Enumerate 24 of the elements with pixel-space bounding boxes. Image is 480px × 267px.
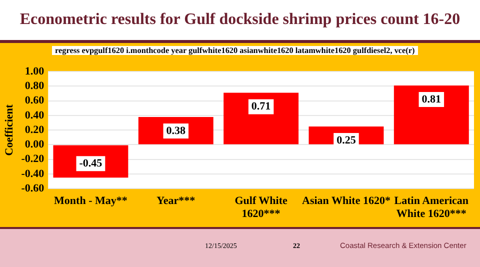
y-tick-label: 1.00 [24,65,45,78]
y-tick-label: 0.80 [24,80,45,92]
y-tick-label: -0.40 [21,168,45,180]
chart-subtitle: regress evpgulf1620 i.monthcode year gulfwhite1620 asianwhite1620 latamwhite1620 gulfdiesel2, vce(r) [52,46,418,55]
x-tick-label: Gulf White 1620*** [234,195,288,220]
y-tick-label: 0.00 [24,138,45,151]
data-label: 0.25 [336,134,356,146]
data-label: 0.38 [166,124,186,137]
data-label: 0.71 [251,100,271,113]
x-tick-label: Year*** [156,195,196,208]
y-tick-label: 0.40 [24,109,45,122]
x-tick-label: Asian White 1620* [302,195,391,208]
data-label: 0.81 [422,93,442,106]
y-tick-label: 0.20 [24,124,45,136]
y-tick-label: -0.20 [21,153,45,166]
bar [224,92,299,144]
x-tick-label: Month - May** [54,195,128,208]
y-axis-title: Coefficient [3,104,16,156]
y-tick-label: 0.60 [24,94,45,107]
x-tick-label: Latin American White 1620*** [394,195,469,220]
y-tick-label: -0.60 [21,182,45,194]
chart-title: Econometric results for Gulf dockside shrimp prices count 16-20 [18,10,462,30]
bar [394,85,469,144]
data-label: -0.45 [79,157,103,170]
